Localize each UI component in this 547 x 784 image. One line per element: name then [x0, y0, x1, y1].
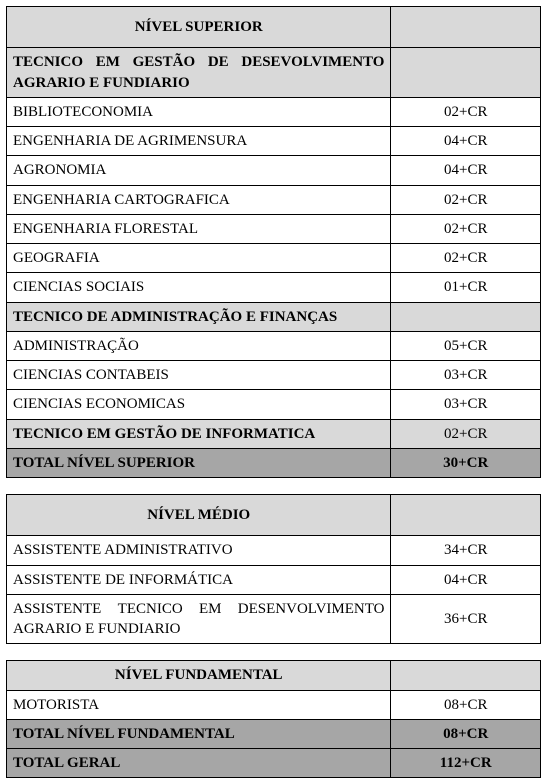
- title-superior-right: [391, 7, 541, 48]
- row-value: 02+CR: [391, 185, 541, 214]
- row-value: 02+CR: [391, 244, 541, 273]
- row-value: 01+CR: [391, 273, 541, 302]
- row-label: CIENCIAS SOCIAIS: [7, 273, 391, 302]
- table-row: CIENCIAS CONTABEIS 03+CR: [7, 361, 541, 390]
- row-label: CIENCIAS CONTABEIS: [7, 361, 391, 390]
- row-value: 05+CR: [391, 331, 541, 360]
- table-row: CIENCIAS SOCIAIS 01+CR: [7, 273, 541, 302]
- row-label: CIENCIAS ECONOMICAS: [7, 390, 391, 419]
- row-value: 03+CR: [391, 390, 541, 419]
- title-medio-right: [391, 495, 541, 536]
- total-superior-label: TOTAL NÍVEL SUPERIOR: [7, 448, 391, 477]
- row-value: 34+CR: [391, 536, 541, 565]
- section1-header: TECNICO EM GESTÃO DE DESEVOLVIMENTO AGRA…: [7, 48, 391, 98]
- table-row: ADMINISTRAÇÃO 05+CR: [7, 331, 541, 360]
- section3-row: TECNICO EM GESTÃO DE INFORMATICA 02+CR: [7, 419, 541, 448]
- title-fundamental-right: [391, 661, 541, 690]
- table-row: CIENCIAS ECONOMICAS 03+CR: [7, 390, 541, 419]
- row-value: 36+CR: [391, 594, 541, 644]
- row-value: 02+CR: [391, 214, 541, 243]
- table-row: BIBLIOTECONOMIA 02+CR: [7, 97, 541, 126]
- title-superior: NÍVEL SUPERIOR: [7, 7, 391, 48]
- total-geral-row: TOTAL GERAL 112+CR: [7, 749, 541, 778]
- title-medio: NÍVEL MÉDIO: [7, 495, 391, 536]
- row-label: BIBLIOTECONOMIA: [7, 97, 391, 126]
- total-fundamental-value: 08+CR: [391, 719, 541, 748]
- section1-header-right: [391, 48, 541, 98]
- total-fundamental-row: TOTAL NÍVEL FUNDAMENTAL 08+CR: [7, 719, 541, 748]
- table-row: GEOGRAFIA 02+CR: [7, 244, 541, 273]
- section2-header-row: TECNICO DE ADMINISTRAÇÃO E FINANÇAS: [7, 302, 541, 331]
- table-row: ENGENHARIA DE AGRIMENSURA 04+CR: [7, 127, 541, 156]
- row-label: MOTORISTA: [7, 690, 391, 719]
- row-label: ASSISTENTE DE INFORMÁTICA: [7, 565, 391, 594]
- section2-header: TECNICO DE ADMINISTRAÇÃO E FINANÇAS: [7, 302, 391, 331]
- row-label: ADMINISTRAÇÃO: [7, 331, 391, 360]
- table-row: ASSISTENTE ADMINISTRATIVO 34+CR: [7, 536, 541, 565]
- section3-header: TECNICO EM GESTÃO DE INFORMATICA: [7, 419, 391, 448]
- table-row: ASSISTENTE DE INFORMÁTICA 04+CR: [7, 565, 541, 594]
- row-value: 04+CR: [391, 156, 541, 185]
- row-label: ASSISTENTE ADMINISTRATIVO: [7, 536, 391, 565]
- row-value: 08+CR: [391, 690, 541, 719]
- row-value: 04+CR: [391, 565, 541, 594]
- table-nivel-medio: NÍVEL MÉDIO ASSISTENTE ADMINISTRATIVO 34…: [6, 494, 541, 644]
- table-row: AGRONOMIA 04+CR: [7, 156, 541, 185]
- row-label: ENGENHARIA FLORESTAL: [7, 214, 391, 243]
- header-row-fundamental: NÍVEL FUNDAMENTAL: [7, 661, 541, 690]
- table-row: ASSISTENTE TECNICO EM DESENVOLVIMENTO AG…: [7, 594, 541, 644]
- row-value: 03+CR: [391, 361, 541, 390]
- row-value: 02+CR: [391, 97, 541, 126]
- row-label: AGRONOMIA: [7, 156, 391, 185]
- row-value: 04+CR: [391, 127, 541, 156]
- section1-header-row: TECNICO EM GESTÃO DE DESEVOLVIMENTO AGRA…: [7, 48, 541, 98]
- row-label: GEOGRAFIA: [7, 244, 391, 273]
- title-fundamental: NÍVEL FUNDAMENTAL: [7, 661, 391, 690]
- section3-value: 02+CR: [391, 419, 541, 448]
- table-nivel-superior: NÍVEL SUPERIOR TECNICO EM GESTÃO DE DESE…: [6, 6, 541, 478]
- table-row: ENGENHARIA CARTOGRAFICA 02+CR: [7, 185, 541, 214]
- header-row-superior: NÍVEL SUPERIOR: [7, 7, 541, 48]
- table-row: ENGENHARIA FLORESTAL 02+CR: [7, 214, 541, 243]
- total-superior-row: TOTAL NÍVEL SUPERIOR 30+CR: [7, 448, 541, 477]
- row-label: ENGENHARIA DE AGRIMENSURA: [7, 127, 391, 156]
- total-geral-label: TOTAL GERAL: [7, 749, 391, 778]
- table-nivel-fundamental: NÍVEL FUNDAMENTAL MOTORISTA 08+CR TOTAL …: [6, 660, 541, 778]
- header-row-medio: NÍVEL MÉDIO: [7, 495, 541, 536]
- total-fundamental-label: TOTAL NÍVEL FUNDAMENTAL: [7, 719, 391, 748]
- table-row: MOTORISTA 08+CR: [7, 690, 541, 719]
- row-label: ASSISTENTE TECNICO EM DESENVOLVIMENTO AG…: [7, 594, 391, 644]
- row-label: ENGENHARIA CARTOGRAFICA: [7, 185, 391, 214]
- section2-header-right: [391, 302, 541, 331]
- total-geral-value: 112+CR: [391, 749, 541, 778]
- total-superior-value: 30+CR: [391, 448, 541, 477]
